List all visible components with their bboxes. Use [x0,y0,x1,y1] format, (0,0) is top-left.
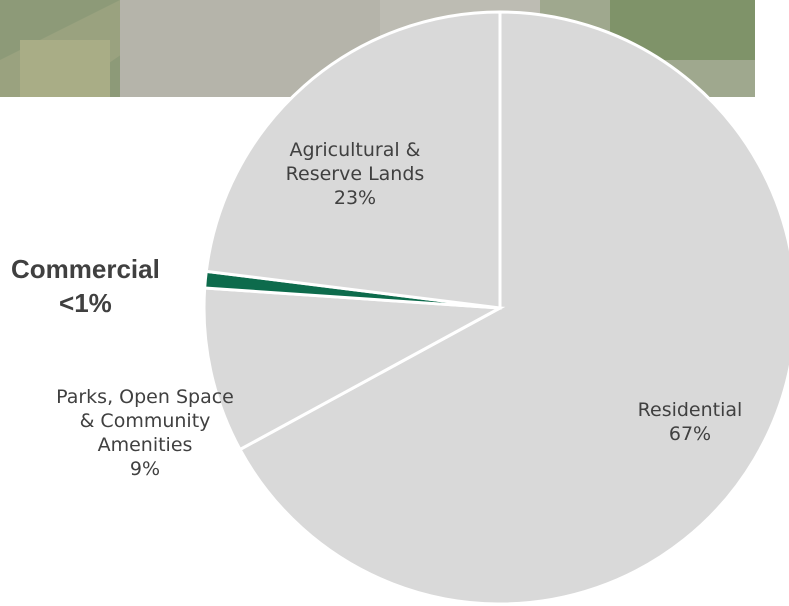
value-label: 67% [610,422,770,446]
value-label: 9% [30,457,260,481]
value-label: 23% [255,186,455,210]
page: Residential67% Parks, Open Space & Commun… [0,0,789,606]
value-label: <1% [11,286,160,320]
category-label: Commercial [11,252,160,286]
category-label: Residential [610,398,770,422]
pie [204,12,789,604]
slice-label: Commercial<1% [5,252,166,320]
category-label: Parks, Open Space & Community Amenities [50,385,240,457]
category-label: Agricultural & Reserve Lands [270,138,440,186]
